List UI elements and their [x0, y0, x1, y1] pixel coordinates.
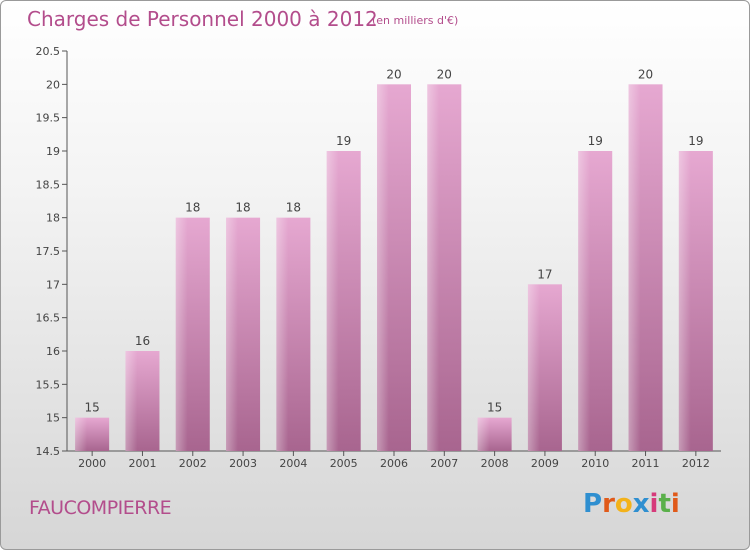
bar-value-label: 15	[85, 401, 100, 415]
bar-value-label: 18	[185, 201, 200, 215]
y-tick-label: 17.5	[36, 245, 61, 258]
y-tick-label: 15	[46, 412, 60, 425]
y-tick-label: 18.5	[36, 178, 61, 191]
x-tick-label: 2001	[128, 457, 156, 470]
bar-value-label: 20	[638, 67, 653, 81]
bar-highlight	[226, 217, 238, 451]
bar-value-label: 15	[487, 401, 502, 415]
logo-letter: r	[602, 489, 615, 519]
bar-highlight	[578, 151, 591, 451]
logo-letter: x	[632, 489, 650, 519]
x-tick-label: 2005	[330, 457, 358, 470]
bar-highlight	[527, 284, 540, 451]
y-tick-label: 14.5	[36, 445, 61, 458]
y-tick-label: 20	[46, 78, 60, 91]
y-tick-label: 15.5	[36, 378, 61, 391]
logo-letter: P	[583, 489, 603, 519]
y-tick-label: 17	[46, 278, 60, 291]
logo-letter: o	[614, 489, 633, 519]
logo-letter: i	[649, 489, 659, 519]
logo-letter: i	[670, 489, 680, 519]
bar-value-label: 20	[386, 67, 401, 81]
bar-highlight	[125, 351, 138, 451]
bar-value-label: 18	[235, 201, 250, 215]
bar-value-label: 18	[286, 201, 301, 215]
x-tick-label: 2006	[380, 457, 408, 470]
y-tick-label: 19.5	[36, 112, 61, 125]
bar-value-label: 19	[336, 134, 351, 148]
bar-value-label: 17	[537, 267, 552, 281]
bar-value-label: 16	[135, 334, 150, 348]
x-tick-label: 2007	[430, 457, 458, 470]
x-tick-label: 2008	[481, 457, 509, 470]
x-tick-label: 2011	[632, 457, 660, 470]
bar-highlight	[276, 217, 289, 451]
bar-highlight	[326, 151, 339, 451]
commune-name: FAUCOMPIERRE	[29, 497, 172, 519]
bar-value-label: 19	[588, 134, 603, 148]
y-tick-label: 19	[46, 145, 60, 158]
bar-highlight	[377, 84, 389, 451]
x-tick-label: 2012	[682, 457, 710, 470]
bar-highlight	[628, 84, 641, 451]
logo-letter: t	[658, 489, 671, 519]
y-tick-label: 16	[46, 345, 60, 358]
y-tick-label: 18	[46, 212, 60, 225]
bar-value-label: 20	[437, 67, 452, 81]
bar-highlight	[175, 217, 188, 451]
y-tick-label: 16.5	[36, 312, 61, 325]
x-tick-label: 2004	[279, 457, 307, 470]
chart-unit: (en milliers d'€)	[372, 14, 459, 27]
bar-value-label: 19	[688, 134, 703, 148]
x-tick-label: 2003	[229, 457, 257, 470]
x-tick-label: 2009	[531, 457, 559, 470]
bar-highlight	[477, 417, 490, 451]
chart-title: Charges de Personnel 2000 à 2012	[27, 7, 378, 31]
bar-highlight	[427, 84, 440, 451]
y-tick-label: 20.5	[36, 45, 61, 58]
bar-highlight	[75, 417, 88, 451]
x-tick-label: 2010	[581, 457, 609, 470]
bar-highlight	[678, 151, 691, 451]
x-tick-label: 2000	[78, 457, 106, 470]
x-tick-label: 2002	[179, 457, 207, 470]
proxiti-logo: Proxiti	[583, 489, 680, 519]
